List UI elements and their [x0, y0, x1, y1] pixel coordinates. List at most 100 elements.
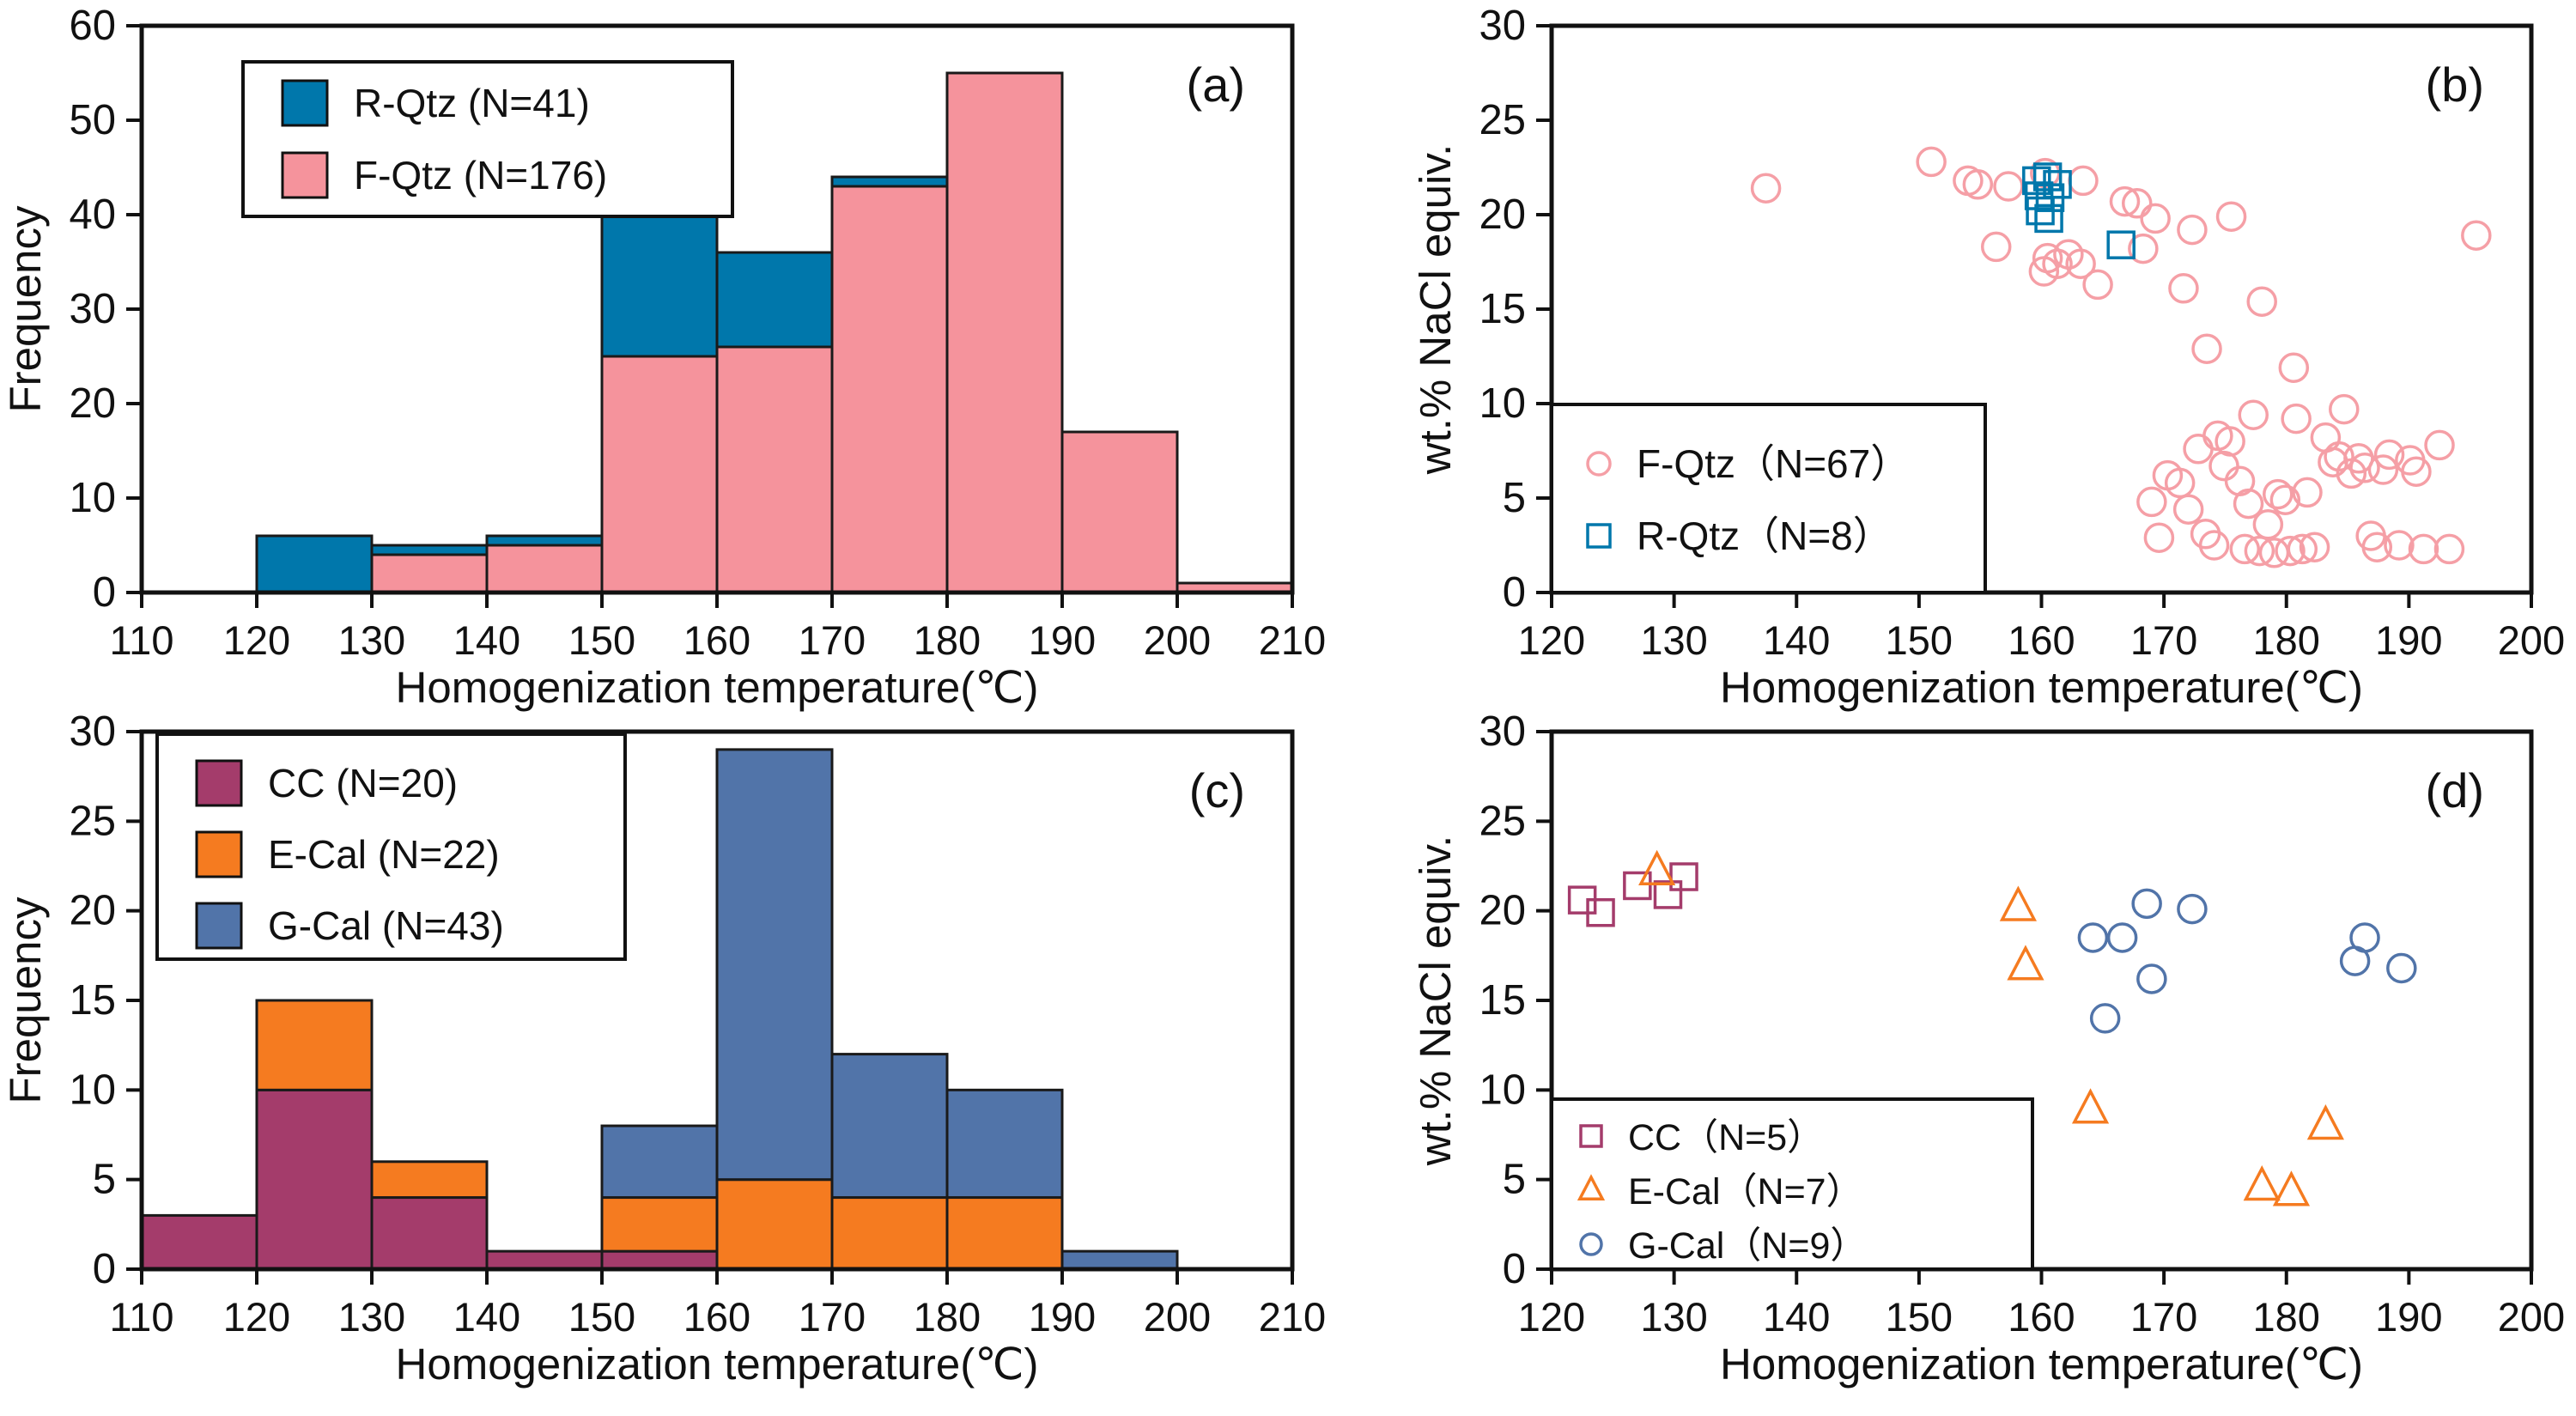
bar-segment: [370, 1160, 489, 1200]
legend-label: CC (N=20): [268, 761, 458, 805]
scatter-point: [2106, 230, 2136, 259]
bar-segment: [370, 544, 489, 556]
scatter-point: [1653, 880, 1683, 909]
scatter-point: [2238, 399, 2269, 430]
bar-segment: [140, 1213, 258, 1271]
scatter-point: [2109, 185, 2141, 217]
x-axis-title: Homogenization temperature(℃): [396, 1340, 1039, 1389]
scatter-point: [2281, 403, 2312, 435]
scatter-point: [2183, 434, 2214, 465]
y-tick-label: 0: [1503, 569, 1526, 616]
legend-swatch-circle: [1579, 1232, 1603, 1256]
scatter-point: [2191, 333, 2222, 364]
x-tick-label: 150: [1886, 1294, 1953, 1340]
scatter-point: [2168, 273, 2199, 304]
scatter-point: [2136, 963, 2167, 994]
scatter-point: [2339, 945, 2371, 976]
scatter-point: [2461, 220, 2492, 251]
scatter-point: [2106, 922, 2138, 953]
bar-segment: [830, 185, 949, 594]
legend-swatch-square-filled: [195, 759, 243, 807]
scatter-point: [2287, 533, 2318, 565]
y-axis-title: wt.% NaCl equiv.: [1411, 144, 1460, 476]
scatter-point: [2263, 478, 2293, 510]
x-tick-label: 200: [2498, 617, 2565, 663]
scatter-point: [2131, 888, 2162, 920]
scatter-point: [2143, 522, 2175, 553]
x-tick-label: 200: [2498, 1294, 2565, 1340]
panel-letter: (a): [1187, 58, 1245, 112]
x-tick-label: 200: [1144, 1294, 1211, 1340]
x-tick-label: 140: [453, 1294, 520, 1340]
legend-box: [1550, 1097, 2034, 1271]
y-tick-label: 30: [1479, 3, 1526, 49]
legend-label: E-Cal (N=22): [268, 832, 500, 877]
x-tick-label: 140: [453, 617, 520, 663]
scatter-point: [2373, 439, 2405, 471]
bar-segment: [255, 1088, 374, 1271]
legend-label: G-Cal (N=43): [268, 903, 504, 948]
y-tick-label: 30: [1479, 708, 1526, 755]
bar-segment: [600, 1124, 719, 1200]
scatter-point: [2343, 443, 2374, 474]
scatter-point: [1638, 849, 1676, 885]
scatter-point: [2198, 530, 2230, 561]
y-tick-label: 20: [1479, 888, 1526, 934]
scatter-point: [2065, 248, 2096, 279]
bar-segment: [600, 1249, 719, 1271]
x-tick-label: 160: [683, 617, 750, 663]
y-tick-label: 50: [69, 97, 116, 143]
panel-letter: (b): [2426, 58, 2484, 112]
panel-a: 110 120 130 140 150 160 170 180 190 200 210 0 10 20 30…: [1, 3, 1326, 712]
scatter-point: [2408, 533, 2439, 565]
scatter-point: [2071, 1088, 2110, 1124]
y-tick-label: 5: [93, 1157, 116, 1203]
y-tick-label: 25: [1479, 97, 1526, 143]
scatter-point: [2140, 203, 2171, 234]
scatter-point: [2172, 494, 2204, 525]
scatter-point: [2229, 533, 2261, 565]
x-tick-label: 210: [1259, 1294, 1326, 1340]
x-tick-label: 150: [568, 617, 635, 663]
scatter-point: [2032, 162, 2063, 191]
scatter-point: [2275, 535, 2306, 567]
scatter-point: [2243, 1164, 2281, 1201]
x-tick-label: 140: [1763, 1294, 1830, 1340]
x-tick-label: 130: [1640, 617, 1707, 663]
scatter-point: [2244, 535, 2275, 567]
bar-segment: [830, 175, 949, 188]
scatter-point: [2177, 214, 2208, 246]
scatter-point: [2269, 484, 2301, 515]
y-tick-label: 40: [69, 191, 116, 238]
x-tick-label: 180: [2253, 1294, 2320, 1340]
scatter-point: [2128, 233, 2159, 264]
x-tick-label: 170: [799, 617, 866, 663]
scatter-point: [1999, 885, 2037, 921]
y-tick-label: 25: [1479, 798, 1526, 844]
legend-label: CC（N=5）: [1628, 1117, 1824, 1158]
bar-segment: [255, 999, 374, 1091]
legend-swatch-square: [1579, 1124, 1603, 1148]
y-tick-label: 25: [69, 798, 116, 844]
scatter-point: [2401, 456, 2432, 487]
x-tick-label: 190: [2375, 1294, 2442, 1340]
legend-box: [1550, 403, 1987, 594]
scatter-point: [2233, 488, 2264, 520]
x-tick-label: 210: [1259, 617, 1326, 663]
legend-label: R-Qtz（N=8）: [1637, 514, 1893, 558]
scatter-point: [1586, 898, 1615, 927]
bar-segment: [600, 1196, 719, 1253]
legend-label: F-Qtz (N=176): [354, 153, 607, 198]
y-tick-label: 20: [69, 888, 116, 934]
scatter-point: [2121, 188, 2153, 219]
legend-swatch-square-filled: [195, 830, 243, 878]
x-tick-label: 160: [2008, 1294, 2075, 1340]
scatter-point: [2361, 532, 2393, 562]
scatter-point: [2329, 393, 2360, 425]
scatter-point: [2306, 1104, 2344, 1140]
x-tick-label: 110: [110, 617, 174, 663]
y-tick-label: 10: [1479, 380, 1526, 427]
scatter-point: [1993, 171, 2024, 202]
scatter-point: [2068, 165, 2099, 197]
